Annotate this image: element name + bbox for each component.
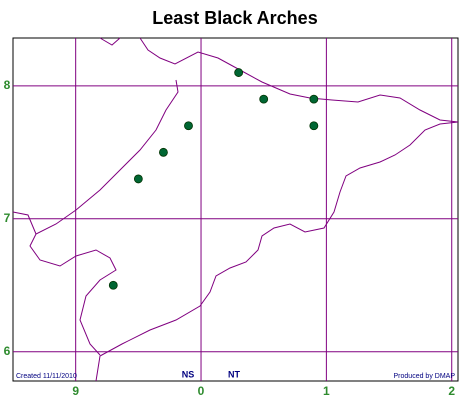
record-dot xyxy=(259,94,269,104)
grid-square-label: NS xyxy=(182,369,195,379)
coastline xyxy=(12,37,459,382)
y-tick-label: 8 xyxy=(4,78,11,92)
y-tick-label: 6 xyxy=(4,344,11,358)
map-title: Least Black Arches xyxy=(152,8,317,28)
x-tick-label: 9 xyxy=(72,384,79,398)
record-dot xyxy=(108,280,118,290)
record-dot xyxy=(234,68,244,77)
record-dot xyxy=(309,94,319,104)
producer-note: Produced by DMAP xyxy=(394,373,456,380)
coast-top xyxy=(99,37,121,46)
y-tick-label: 7 xyxy=(4,211,11,225)
x-tick-label: 2 xyxy=(448,384,455,398)
plot-layer: 9 0 1 2 6 7 8 Created 11/11/2010 Produced by DMA… xyxy=(4,38,458,398)
coast-left xyxy=(12,211,37,235)
record-dot xyxy=(133,174,143,184)
coast-east xyxy=(95,121,459,382)
x-tick-label: 0 xyxy=(198,384,205,398)
coast-west xyxy=(29,79,179,356)
record-dot xyxy=(159,147,168,157)
grid-square-label: NT xyxy=(228,369,240,379)
coast-north xyxy=(139,37,459,123)
record-dot xyxy=(309,121,319,131)
x-tick-label: 1 xyxy=(323,384,330,398)
created-note: Created 11/11/2010 xyxy=(16,373,77,380)
record-dot xyxy=(184,121,193,131)
map-frame xyxy=(12,37,459,382)
